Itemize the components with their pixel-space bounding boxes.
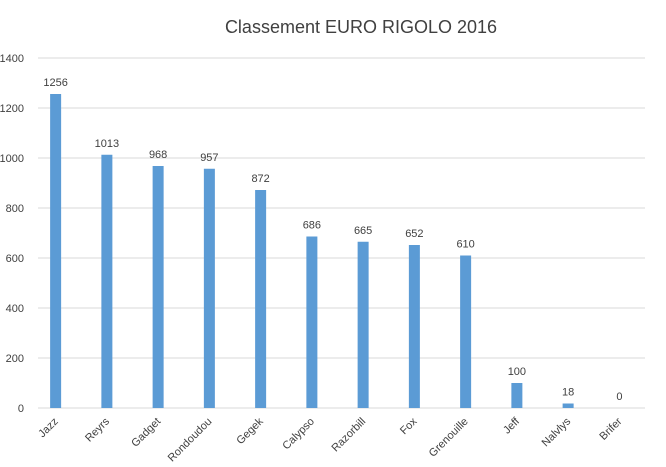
x-tick-label: Reyrs — [83, 415, 112, 444]
bar-jazz — [50, 94, 62, 408]
data-labels: 1256 1013 968 957 872 686 665 652 610 100 18 0 — [43, 77, 622, 403]
bar-nalvlys — [562, 403, 574, 408]
bars — [50, 94, 574, 408]
bar-razorbill — [357, 241, 369, 408]
data-label: 0 — [616, 391, 622, 403]
bar-calypso — [306, 236, 318, 408]
x-tick-label: Gegek — [234, 415, 266, 447]
y-tick-label: 1000 — [0, 153, 24, 165]
x-tick-label: Grenouille — [427, 416, 471, 460]
data-label: 1013 — [95, 138, 119, 150]
chart-title: Classement EURO RIGOLO 2016 — [225, 17, 497, 37]
y-tick-label: 200 — [6, 353, 24, 365]
y-axis: 0 200 400 600 800 1000 1200 1400 — [0, 53, 24, 415]
data-label: 610 — [456, 239, 474, 251]
data-label: 872 — [251, 173, 269, 185]
bar-jeff — [511, 383, 523, 408]
data-label: 100 — [508, 366, 526, 378]
y-tick-label: 0 — [18, 403, 24, 415]
bar-fox — [408, 245, 420, 408]
data-label: 665 — [354, 225, 372, 237]
x-tick-label: Calypso — [280, 416, 317, 453]
data-label: 1256 — [43, 77, 67, 89]
data-label: 686 — [303, 220, 321, 232]
bar-reyrs — [101, 154, 113, 408]
data-label: 968 — [149, 149, 167, 161]
bar-gadget — [152, 166, 164, 408]
data-label: 652 — [405, 228, 423, 240]
x-tick-label: Fox — [398, 415, 420, 437]
x-tick-label: Jazz — [36, 416, 60, 440]
y-tick-label: 800 — [6, 203, 24, 215]
y-tick-label: 1200 — [0, 103, 24, 115]
gridlines — [38, 57, 645, 409]
x-axis: Jazz Reyrs Gadget Rondoudou Gegek Calypso Razo… — [36, 415, 624, 464]
bar-rondoudou — [203, 168, 215, 408]
data-label: 957 — [200, 152, 218, 164]
x-tick-label: Razorbill — [329, 416, 368, 455]
x-tick-label: Gadget — [129, 416, 163, 450]
bar-grenouille — [460, 255, 472, 408]
x-tick-label: Rondoudou — [166, 416, 215, 462]
bar-gegek — [255, 190, 267, 408]
x-tick-label: Nalvlys — [540, 415, 574, 449]
x-tick-label: Brifer — [597, 415, 624, 442]
y-tick-label: 600 — [6, 253, 24, 265]
y-tick-label: 400 — [6, 303, 24, 315]
x-tick-label: Jeff — [501, 415, 523, 437]
data-label: 18 — [562, 387, 574, 399]
y-tick-label: 1400 — [0, 53, 24, 65]
